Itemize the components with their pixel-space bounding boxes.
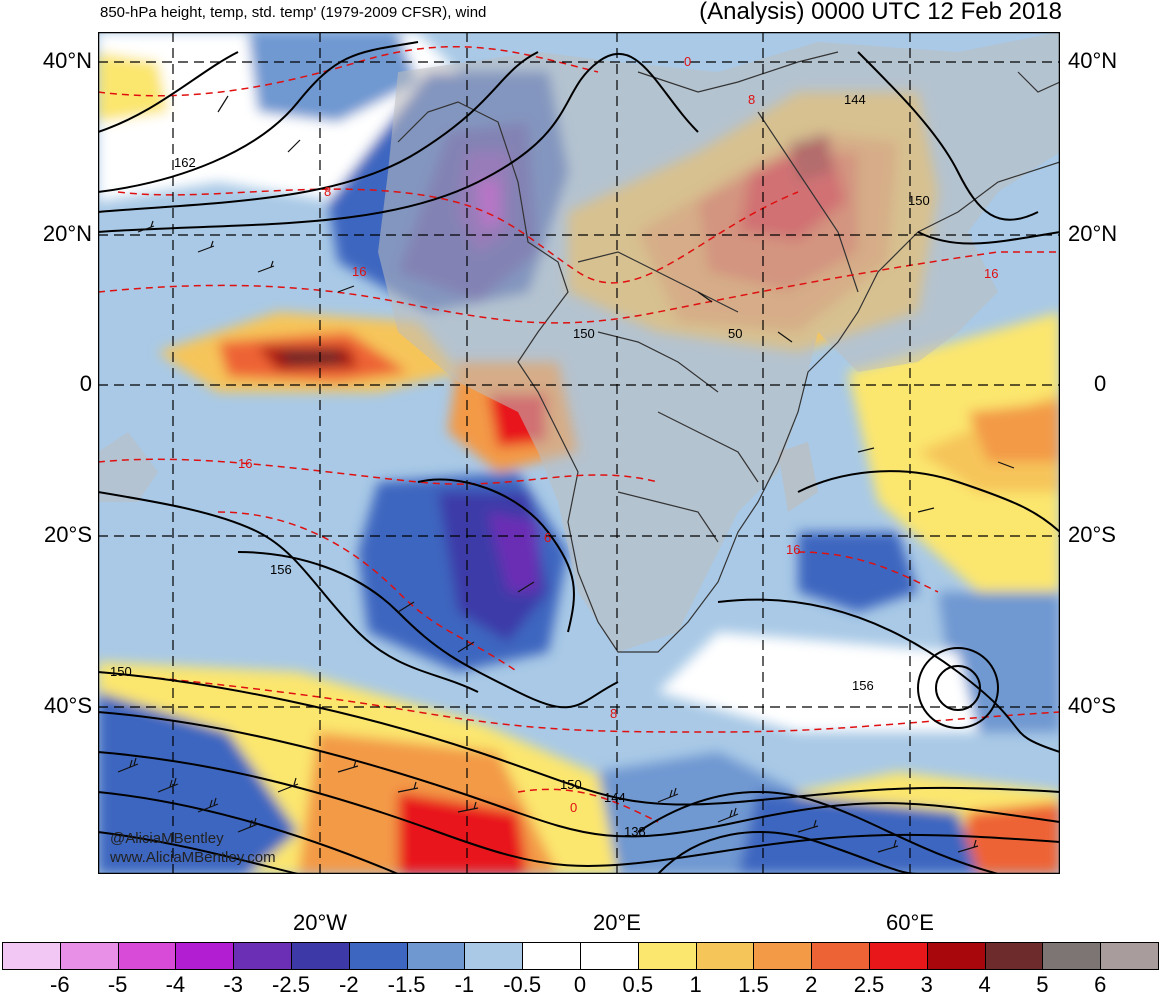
colorbar-box (2, 942, 61, 970)
colorbar-label: -1 (454, 972, 475, 997)
temp-label-16-east: 16 (984, 266, 998, 281)
contour-label-156-west: 156 (270, 562, 292, 577)
lat-label-20s-right: 20°S (1068, 522, 1116, 547)
colorbar-box (637, 942, 697, 970)
temp-label-6: 6 (544, 530, 551, 545)
lat-label-40n-left: 40°N (42, 48, 92, 73)
colorbar-box (233, 942, 292, 970)
colorbar-label: 6 (1094, 972, 1107, 997)
contour-label-150-ne: 150 (908, 193, 930, 208)
colorbar-label: 1.5 (738, 972, 769, 997)
colorbar-box (291, 942, 350, 970)
colorbar-box (580, 942, 639, 970)
colorbar-box (695, 942, 755, 970)
temperature-labels: 0 8 8 16 16 16 16 6 8 0 (238, 54, 998, 815)
colorbar-label: 5 (1036, 972, 1049, 997)
contour-label-150-africa: 150 (573, 326, 595, 341)
colorbar-box (1042, 942, 1102, 970)
colorbar-box (811, 942, 870, 970)
watermark-handle: @AliciaMBentley (110, 830, 224, 847)
lat-label-20n-right: 20°N (1068, 221, 1118, 246)
lat-label-40s-right: 40°S (1068, 693, 1116, 718)
colorbar (2, 942, 1159, 970)
colorbar-label: 1 (689, 972, 702, 997)
map-frame (98, 32, 1060, 874)
weather-map-panel: 162 144 150 150 50 156 150 156 150 144 1… (98, 32, 1060, 874)
contour-label-162: 162 (174, 155, 196, 170)
lat-label-40n-right: 40°N (1068, 48, 1118, 73)
contour-label-150-south: 150 (560, 777, 582, 792)
colorbar-label: -2.5 (272, 972, 310, 997)
lat-label-0-left: 0 (79, 371, 92, 396)
colorbar-label: 2 (805, 972, 818, 997)
contour-label-150-west: 150 (110, 664, 132, 679)
colorbar-box (175, 942, 235, 970)
temp-label-16-indian: 16 (786, 542, 800, 557)
colorbar-box (1100, 942, 1159, 970)
contour-label-144-south: 144 (604, 790, 626, 805)
contour-label-144-north: 144 (844, 92, 866, 107)
contour-label-50: 50 (728, 326, 742, 341)
colorbar-label: -0.5 (503, 972, 542, 997)
colorbar-label: 4 (978, 972, 991, 997)
colorbar-box (522, 942, 581, 970)
colorbar-label: -1.5 (387, 972, 426, 997)
colorbar-label: 0.5 (622, 972, 654, 997)
lat-label-0-right: 0 (1094, 371, 1107, 396)
contour-label-138: 138 (624, 824, 646, 839)
colorbar-label: -4 (165, 972, 186, 997)
colorbar-box (59, 942, 119, 970)
lon-label-60e: 60°E (886, 910, 934, 935)
colorbar-box (406, 942, 466, 970)
land-mask (98, 32, 1060, 652)
temp-label-16-west: 16 (352, 264, 366, 279)
temp-label-16-atlantic: 16 (238, 456, 252, 471)
colorbar-label: 2.5 (853, 972, 885, 997)
colorbar-box (926, 942, 986, 970)
colorbar-label: -5 (107, 972, 128, 997)
temp-label-8-west: 8 (324, 184, 331, 199)
colorbar-label: -3 (223, 972, 243, 997)
analysis-time-title: (Analysis) 0000 UTC 12 Feb 2018 (699, 0, 1062, 25)
colorbar-label: -2 (339, 972, 359, 997)
colorbar-box (869, 942, 928, 970)
watermark-url: www.AliciaMBentley.com (110, 849, 276, 866)
contour-label-156-east: 156 (852, 678, 874, 693)
temp-label-8-north: 8 (748, 92, 755, 107)
temp-label-0-south: 0 (570, 800, 577, 815)
colorbar-label: 3 (920, 972, 933, 997)
temp-label-8-south: 8 (610, 706, 617, 721)
coastlines (397, 51, 1060, 653)
map-title: 850-hPa height, temp, std. temp' (1979-2… (100, 4, 487, 21)
colorbar-box (117, 942, 177, 970)
lat-label-20n-left: 20°N (42, 221, 92, 246)
colorbar-box (984, 942, 1044, 970)
lat-label-20s-left: 20°S (44, 522, 92, 547)
colorbar-label: 0 (573, 972, 587, 997)
graticule (98, 32, 1060, 874)
contour-labels: 162 144 150 150 50 156 150 156 150 144 1… (110, 92, 930, 839)
lat-label-40s-left: 40°S (44, 693, 92, 718)
lon-label-20w: 20°W (292, 910, 348, 935)
colorbar-box (464, 942, 524, 970)
colorbar-box (348, 942, 408, 970)
colorbar-label: -6 (50, 972, 70, 997)
temp-label-0-north: 0 (684, 54, 691, 69)
height-contours (98, 41, 1060, 874)
colorbar-box (753, 942, 813, 970)
lon-label-20e: 20°E (593, 910, 641, 935)
wind-barbs (117, 95, 1015, 853)
